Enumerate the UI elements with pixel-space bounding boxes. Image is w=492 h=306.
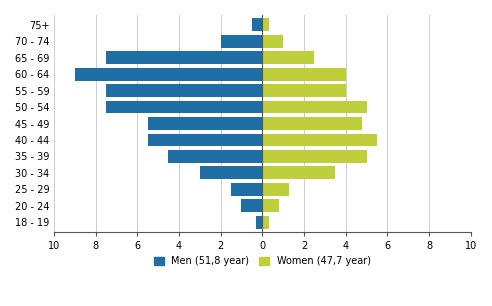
Bar <box>262 133 377 146</box>
Bar <box>106 101 262 114</box>
Bar <box>231 183 262 196</box>
Bar <box>262 101 367 114</box>
Bar <box>262 117 363 130</box>
Bar <box>262 35 283 48</box>
Bar <box>262 150 367 163</box>
Bar <box>256 216 262 229</box>
Bar <box>262 183 289 196</box>
Bar <box>148 117 262 130</box>
Legend: Men (51,8 year), Women (47,7 year): Men (51,8 year), Women (47,7 year) <box>154 256 370 266</box>
Bar <box>106 84 262 97</box>
Bar <box>168 150 262 163</box>
Bar <box>262 199 279 212</box>
Bar <box>75 68 262 80</box>
Bar <box>106 51 262 64</box>
Bar <box>262 166 336 179</box>
Bar <box>148 133 262 146</box>
Bar <box>262 84 346 97</box>
Bar <box>262 51 314 64</box>
Bar <box>262 18 269 31</box>
Bar <box>220 35 262 48</box>
Bar <box>200 166 262 179</box>
Bar <box>262 68 346 80</box>
Bar <box>262 216 269 229</box>
Bar <box>252 18 262 31</box>
Bar <box>242 199 262 212</box>
